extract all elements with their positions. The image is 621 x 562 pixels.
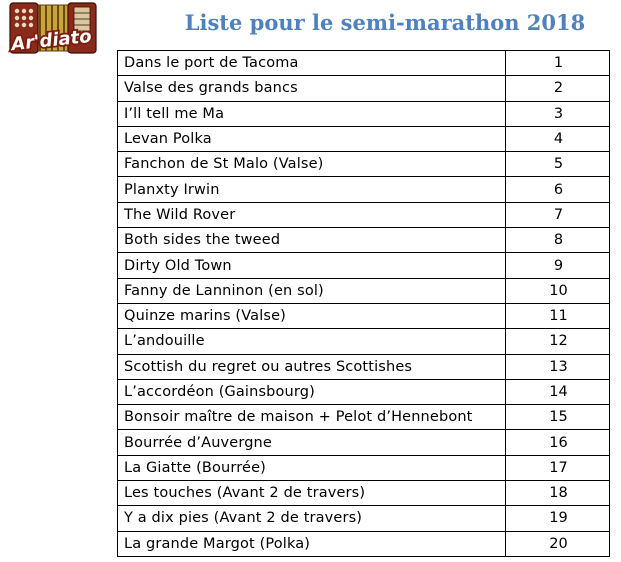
accordion-left-body (9, 2, 39, 54)
song-title-cell: I’ll tell me Ma (117, 100, 506, 127)
song-title-cell: Y a dix pies (Avant 2 de travers) (117, 505, 506, 532)
song-number-cell: 2 (505, 75, 610, 102)
setlist-table: Dans le port de Tacoma 1 Valse des grands … (117, 49, 610, 557)
table-row: Both sides the tweed 8 (117, 227, 610, 254)
song-number-cell: 20 (505, 530, 610, 557)
song-title-cell: Levan Polka (117, 125, 506, 153)
song-number-cell: 10 (505, 277, 610, 304)
table-row: La Giatte (Bourrée) 17 (117, 454, 610, 482)
song-title-cell: Dans le port de Tacoma (117, 49, 506, 77)
song-title-cell: Bourrée d’Auvergne (117, 429, 506, 456)
table-row: The Wild Rover 7 (117, 201, 610, 229)
song-title-cell: The Wild Rover (117, 201, 506, 229)
song-number-cell: 17 (505, 454, 610, 482)
song-number-cell: 5 (505, 151, 610, 178)
table-row: I’ll tell me Ma 3 (117, 100, 610, 127)
table-row: Fanny de Lanninon (en sol) 10 (117, 277, 610, 304)
song-title-cell: Both sides the tweed (117, 227, 506, 254)
song-title-cell: Fanchon de St Malo (Valse) (117, 151, 506, 178)
table-row: Y a dix pies (Avant 2 de travers) 19 (117, 505, 610, 532)
song-number-cell: 13 (505, 353, 610, 380)
page-title: Liste pour le semi-marathon 2018 (184, 10, 586, 35)
table-row: Fanchon de St Malo (Valse) 5 (117, 151, 610, 178)
song-title-cell: Dirty Old Town (117, 252, 506, 279)
song-title-cell: Fanny de Lanninon (en sol) (117, 277, 506, 304)
song-number-cell: 4 (505, 125, 610, 153)
accordion-icon: Ar'diato (7, 2, 97, 57)
song-number-cell: 19 (505, 505, 610, 532)
setlist-rows: Dans le port de Tacoma 1 Valse des grands … (117, 49, 610, 557)
song-title-cell: L’accordéon (Gainsbourg) (117, 378, 506, 406)
song-number-cell: 9 (505, 252, 610, 279)
song-number-cell: 8 (505, 227, 610, 254)
ardiato-logo: Ar'diato (2, 1, 106, 75)
table-row: Dirty Old Town 9 (117, 252, 610, 279)
song-number-cell: 11 (505, 302, 610, 330)
song-number-cell: 14 (505, 378, 610, 406)
song-number-cell: 12 (505, 328, 610, 355)
song-number-cell: 16 (505, 429, 610, 456)
song-number-cell: 1 (505, 49, 610, 77)
song-number-cell: 3 (505, 100, 610, 127)
song-title-cell: La grande Margot (Polka) (117, 530, 506, 557)
table-row: Bourrée d’Auvergne 16 (117, 429, 610, 456)
song-number-cell: 18 (505, 480, 610, 507)
song-title-cell: Bonsoir maître de maison + Pelot d’Henne… (117, 404, 506, 431)
song-number-cell: 6 (505, 176, 610, 203)
table-row: Levan Polka 4 (117, 125, 610, 153)
song-title-cell: Quinze marins (Valse) (117, 302, 506, 330)
song-title-cell: Planxty Irwin (117, 176, 506, 203)
table-row: Les touches (Avant 2 de travers) 18 (117, 480, 610, 507)
table-row: Bonsoir maître de maison + Pelot d’Henne… (117, 404, 610, 431)
table-row: Quinze marins (Valse) 11 (117, 302, 610, 330)
song-title-cell: Scottish du regret ou autres Scottishes (117, 353, 506, 380)
table-row: La grande Margot (Polka) 20 (117, 530, 610, 557)
song-number-cell: 15 (505, 404, 610, 431)
accordion-bellows (35, 4, 71, 52)
table-row: Planxty Irwin 6 (117, 176, 610, 203)
table-row: Scottish du regret ou autres Scottishes 1… (117, 353, 610, 380)
table-row: Dans le port de Tacoma 1 (117, 49, 610, 77)
song-title-cell: La Giatte (Bourrée) (117, 454, 506, 482)
table-row: L’accordéon (Gainsbourg) 14 (117, 378, 610, 406)
table-row: L’andouille 12 (117, 328, 610, 355)
song-number-cell: 7 (505, 201, 610, 229)
song-title-cell: Valse des grands bancs (117, 75, 506, 102)
accordion-right-body (67, 2, 97, 54)
song-title-cell: L’andouille (117, 328, 506, 355)
table-row: Valse des grands bancs 2 (117, 75, 610, 102)
song-title-cell: Les touches (Avant 2 de travers) (117, 480, 506, 507)
